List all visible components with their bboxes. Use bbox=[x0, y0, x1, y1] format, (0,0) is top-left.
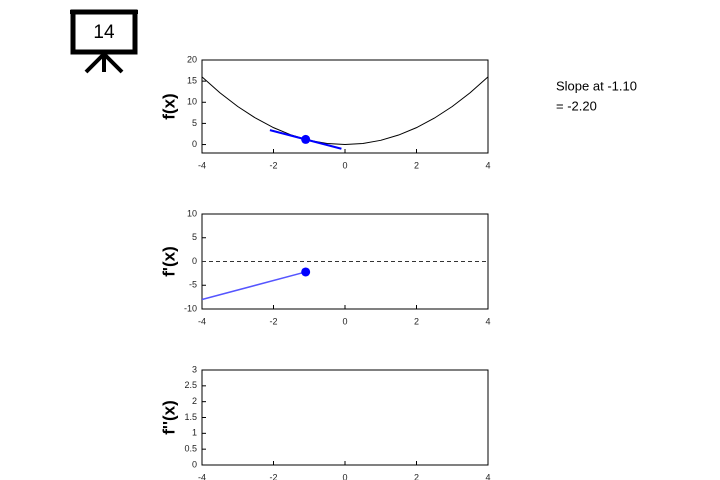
x-tick-label: 4 bbox=[485, 160, 490, 170]
y-tick-label: 0.5 bbox=[184, 444, 197, 454]
x-tick-label: -4 bbox=[198, 316, 206, 326]
x-tick-label: -4 bbox=[198, 472, 206, 480]
y-tick-label: 1 bbox=[192, 428, 197, 438]
x-tick-label: -2 bbox=[269, 472, 277, 480]
projector-icon: 14 bbox=[70, 9, 138, 74]
slide-number: 14 bbox=[93, 22, 115, 43]
y-axis-label: f(x) bbox=[159, 93, 178, 119]
y-tick-label: 5 bbox=[192, 118, 197, 128]
annotation: = -2.20 bbox=[556, 98, 597, 113]
y-tick-label: -5 bbox=[189, 280, 197, 290]
x-tick-label: 4 bbox=[485, 472, 490, 480]
y-tick-label: 10 bbox=[187, 208, 197, 218]
x-tick-label: 2 bbox=[414, 160, 419, 170]
y-tick-label: -10 bbox=[184, 303, 197, 313]
x-tick-label: 0 bbox=[342, 160, 347, 170]
y-tick-label: 15 bbox=[187, 76, 197, 86]
x-tick-label: -2 bbox=[269, 316, 277, 326]
y-axis-label: f'(x) bbox=[159, 246, 178, 276]
plot-area bbox=[201, 369, 489, 466]
y-axis-label: f''(x) bbox=[159, 400, 178, 435]
y-tick-label: 5 bbox=[192, 232, 197, 242]
annotation: Slope at -1.10 bbox=[556, 78, 637, 93]
x-tick-label: 0 bbox=[342, 316, 347, 326]
line bbox=[201, 271, 306, 301]
x-tick-label: -4 bbox=[198, 160, 206, 170]
x-tick-label: 2 bbox=[414, 472, 419, 480]
y-tick-label: 3 bbox=[192, 364, 197, 374]
point bbox=[301, 134, 311, 144]
y-tick-label: 2 bbox=[192, 396, 197, 406]
line bbox=[201, 76, 489, 146]
y-tick-label: 10 bbox=[187, 97, 197, 107]
y-tick-label: 0 bbox=[192, 256, 197, 266]
x-tick-label: 4 bbox=[485, 316, 490, 326]
plot-area bbox=[201, 59, 489, 154]
y-tick-label: 0 bbox=[192, 139, 197, 149]
y-tick-label: 2.5 bbox=[184, 380, 197, 390]
y-tick-label: 0 bbox=[192, 459, 197, 469]
x-tick-label: -2 bbox=[269, 160, 277, 170]
y-tick-label: 20 bbox=[187, 54, 197, 64]
point bbox=[301, 267, 311, 277]
x-tick-label: 2 bbox=[414, 316, 419, 326]
y-tick-label: 1.5 bbox=[184, 412, 197, 422]
x-tick-label: 0 bbox=[342, 472, 347, 480]
